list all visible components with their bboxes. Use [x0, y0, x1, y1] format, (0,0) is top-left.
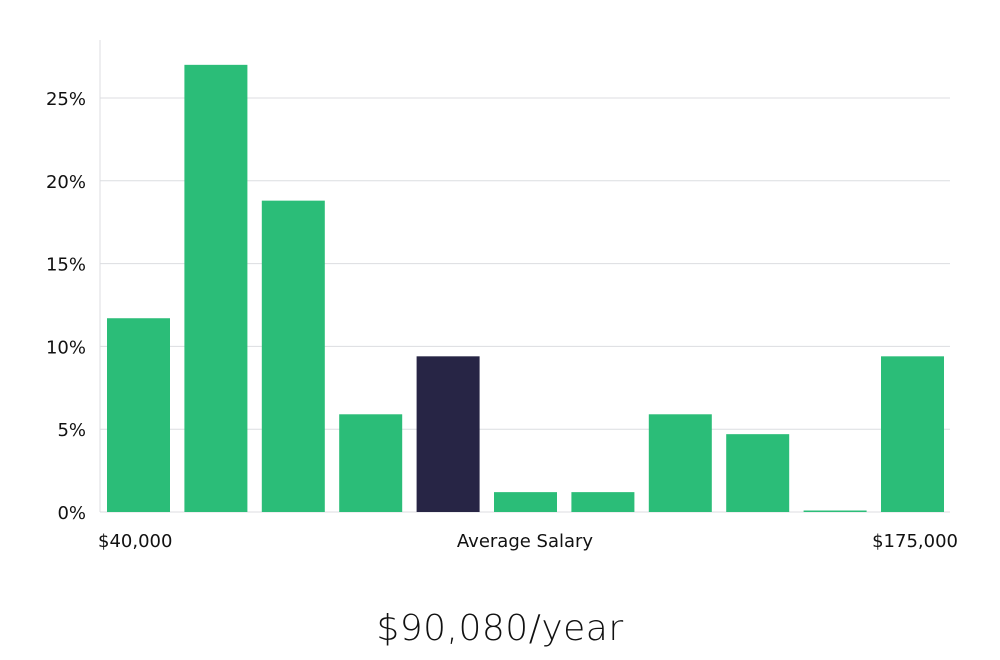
y-axis-ticks: 0% 5% 10% 15% 20% 25% [46, 89, 86, 524]
bar [571, 492, 635, 512]
x-axis-title: Average Salary [457, 531, 594, 552]
y-tick-label: 20% [46, 172, 86, 193]
y-tick-label: 25% [46, 89, 86, 110]
salary-distribution-chart: 0%5%10%15%20%25% $40,000 Average Salary … [46, 40, 958, 552]
bar [726, 434, 790, 512]
bar [339, 414, 403, 512]
x-min-label: $40,000 [98, 531, 172, 552]
bar [261, 200, 325, 512]
bars [107, 64, 944, 512]
bar [881, 356, 944, 512]
y-tick-label: 0% [57, 503, 86, 524]
bar [107, 318, 170, 512]
x-max-label: $175,000 [872, 531, 958, 552]
y-tick-label: 15% [46, 255, 86, 276]
bar [494, 492, 557, 512]
y-tick-label: 5% [57, 420, 86, 441]
y-tick-label: 10% [46, 337, 86, 358]
bar [184, 64, 248, 512]
bar [803, 510, 867, 512]
bar [648, 414, 712, 512]
average-salary-value: $90,080/year [376, 608, 624, 649]
bar-highlighted [416, 356, 480, 512]
